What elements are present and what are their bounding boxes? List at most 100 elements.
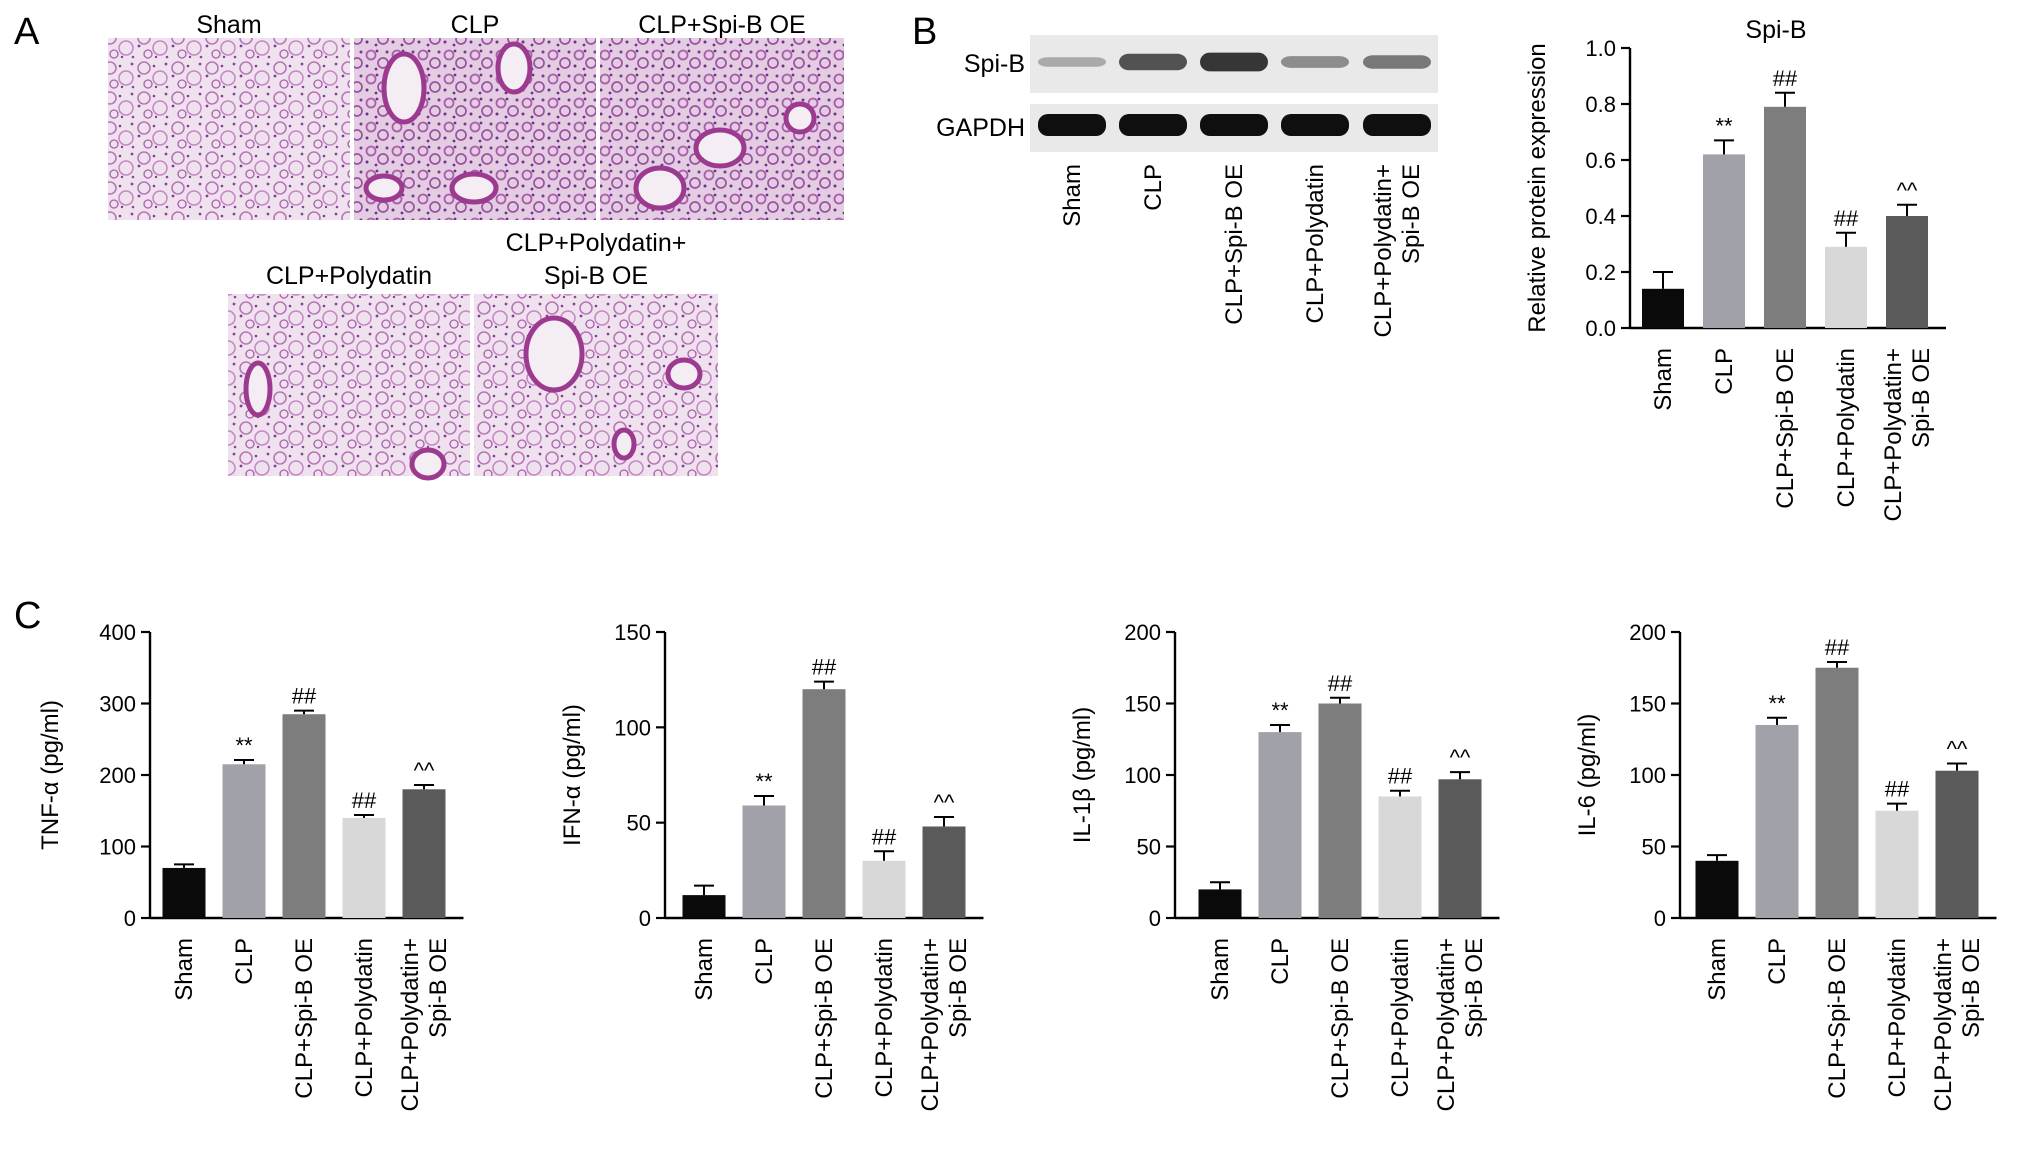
significance-mark-4: ## <box>872 824 897 849</box>
significance-mark-4: ## <box>352 788 377 813</box>
bar-5 <box>1438 779 1482 918</box>
x-category-label-1: Sham <box>1650 348 1677 411</box>
y-tick-label: 0.2 <box>1585 260 1616 285</box>
bar-4 <box>1825 246 1867 328</box>
bronchiole-3 <box>449 171 499 205</box>
bar-4 <box>1378 796 1422 918</box>
band-spi-b-lane-4 <box>1281 56 1349 68</box>
y-tick-label: 100 <box>1124 763 1161 788</box>
x-category-label-5: CLP+Polydatin+ <box>397 938 424 1111</box>
y-tick-label: 100 <box>99 835 136 860</box>
x-category-label-1: Sham <box>1704 938 1731 1001</box>
x-category-label-5: CLP+Polydatin+ <box>1930 938 1957 1111</box>
x-category-label-4: CLP+Polydatin <box>351 938 378 1097</box>
bronchiole-1 <box>243 360 273 418</box>
y-tick-label: 100 <box>614 715 651 740</box>
bar-2 <box>1258 732 1302 918</box>
x-category-label-1: Sham <box>1207 938 1234 1001</box>
y-tick-label: 150 <box>1629 692 1666 717</box>
y-tick-label: 400 <box>99 620 136 645</box>
panel-b-western-blot: Spi-B GAPDH Sham CLP CLP+Spi-B OE CLP+Polydat… <box>936 35 1438 337</box>
bar-3 <box>1318 703 1362 918</box>
band-label-spi-b: Spi-B <box>964 50 1025 78</box>
x-category-label-3: CLP+Spi-B OE <box>1327 938 1354 1099</box>
bar-4 <box>342 817 386 918</box>
y-tick-label: 200 <box>99 763 136 788</box>
lane-label-3: CLP+Spi-B OE <box>1221 164 1248 325</box>
y-tick-label: 200 <box>1124 620 1161 645</box>
x-category-label-3: CLP+Spi-B OE <box>1772 348 1799 509</box>
histology-title-1: Sham <box>196 11 261 39</box>
bar-2 <box>1755 724 1799 918</box>
bronchiole-3 <box>783 101 817 135</box>
y-tick-label: 0.6 <box>1585 148 1616 173</box>
y-tick-label: 150 <box>1124 692 1161 717</box>
x-category-label-5: CLP+Polydatin+ <box>1433 938 1460 1111</box>
significance-mark-3: ## <box>1773 66 1798 91</box>
x-category-label-4: CLP+Polydatin <box>1833 348 1860 507</box>
y-axis-label: IFN-α (pg/ml) <box>559 704 586 846</box>
significance-mark-2: ** <box>1768 691 1786 716</box>
x-category-label-2: CLP <box>1764 938 1791 985</box>
significance-mark-5: ^^ <box>414 758 435 783</box>
x-category-label-2: CLP <box>1267 938 1294 985</box>
bar-1 <box>1642 288 1684 328</box>
bronchiole-3 <box>611 427 637 461</box>
y-axis-label: IL-6 (pg/ml) <box>1574 714 1601 837</box>
y-tick-label: 300 <box>99 692 136 717</box>
chart-title: Spi-B <box>1745 16 1806 44</box>
chart-4: 0 50 100 150 200 IL-1β (pg/ml) Sham ** CLP ## CLP+… <box>1069 620 1500 1111</box>
histology-title-5: CLP+Polydatin+ <box>506 229 687 257</box>
bronchiole-2 <box>409 447 447 481</box>
significance-mark-3: ## <box>812 655 837 680</box>
bar-2 <box>742 805 786 918</box>
histology-image-1 <box>108 38 350 220</box>
significance-mark-2: ** <box>1271 698 1289 723</box>
chart-5: 0 50 100 150 200 IL-6 (pg/ml) Sham ** CLP ## CLP+S… <box>1574 620 1997 1111</box>
bronchiole-2 <box>495 41 533 95</box>
y-tick-label: 0 <box>1149 906 1161 931</box>
bar-5 <box>402 789 446 918</box>
significance-mark-2: ** <box>755 769 773 794</box>
band-gapdh-lane-4 <box>1281 114 1349 136</box>
bronchiole-1 <box>381 51 427 125</box>
bronchiole-2 <box>665 357 703 391</box>
bronchiole-1 <box>523 315 585 393</box>
x-category-label-4: CLP+Polydatin <box>1387 938 1414 1097</box>
bar-charts: 0.0 0.2 0.4 0.6 0.8 1.0 Relative protein expre… <box>37 16 1997 1111</box>
significance-mark-3: ## <box>292 684 317 709</box>
x-category-label-5: Spi-B OE <box>1461 938 1488 1038</box>
y-tick-label: 0 <box>1654 906 1666 931</box>
bar-2 <box>1703 154 1745 328</box>
band-gapdh-lane-3 <box>1200 114 1268 136</box>
bar-1 <box>162 867 206 918</box>
chart-3: 0 50 100 150 IFN-α (pg/ml) Sham ** CLP ## CLP+Spi… <box>559 620 984 1111</box>
x-category-label-3: CLP+Spi-B OE <box>291 938 318 1099</box>
lane-label-5: Spi-B OE <box>1398 164 1425 264</box>
tissue-texture <box>108 38 350 220</box>
x-category-label-4: CLP+Polydatin <box>871 938 898 1097</box>
x-category-label-5: Spi-B OE <box>945 938 972 1038</box>
bar-5 <box>1935 770 1979 918</box>
lane-label-1: Sham <box>1059 164 1086 227</box>
x-category-label-5: CLP+Polydatin+ <box>917 938 944 1111</box>
x-category-label-1: Sham <box>691 938 718 1001</box>
histology-title-3: CLP+Spi-B OE <box>638 11 805 39</box>
y-tick-label: 150 <box>614 620 651 645</box>
x-category-label-5: Spi-B OE <box>1958 938 1985 1038</box>
histology-image-2 <box>354 38 596 220</box>
bar-5 <box>922 826 966 918</box>
y-tick-label: 0 <box>124 906 136 931</box>
band-spi-b-lane-1 <box>1038 57 1106 67</box>
lane-label-2: CLP <box>1140 164 1167 211</box>
bar-4 <box>1875 810 1919 918</box>
bar-3 <box>1815 667 1859 918</box>
y-axis-label: TNF-α (pg/ml) <box>37 700 64 850</box>
significance-mark-5: ^^ <box>934 790 955 815</box>
chart-2: 0 100 200 300 400 TNF-α (pg/ml) Sham ** CLP ## CLP… <box>37 620 464 1111</box>
significance-mark-2: ** <box>235 733 253 758</box>
bronchiole-4 <box>363 173 405 203</box>
significance-mark-4: ## <box>1834 206 1859 231</box>
significance-mark-4: ## <box>1388 764 1413 789</box>
